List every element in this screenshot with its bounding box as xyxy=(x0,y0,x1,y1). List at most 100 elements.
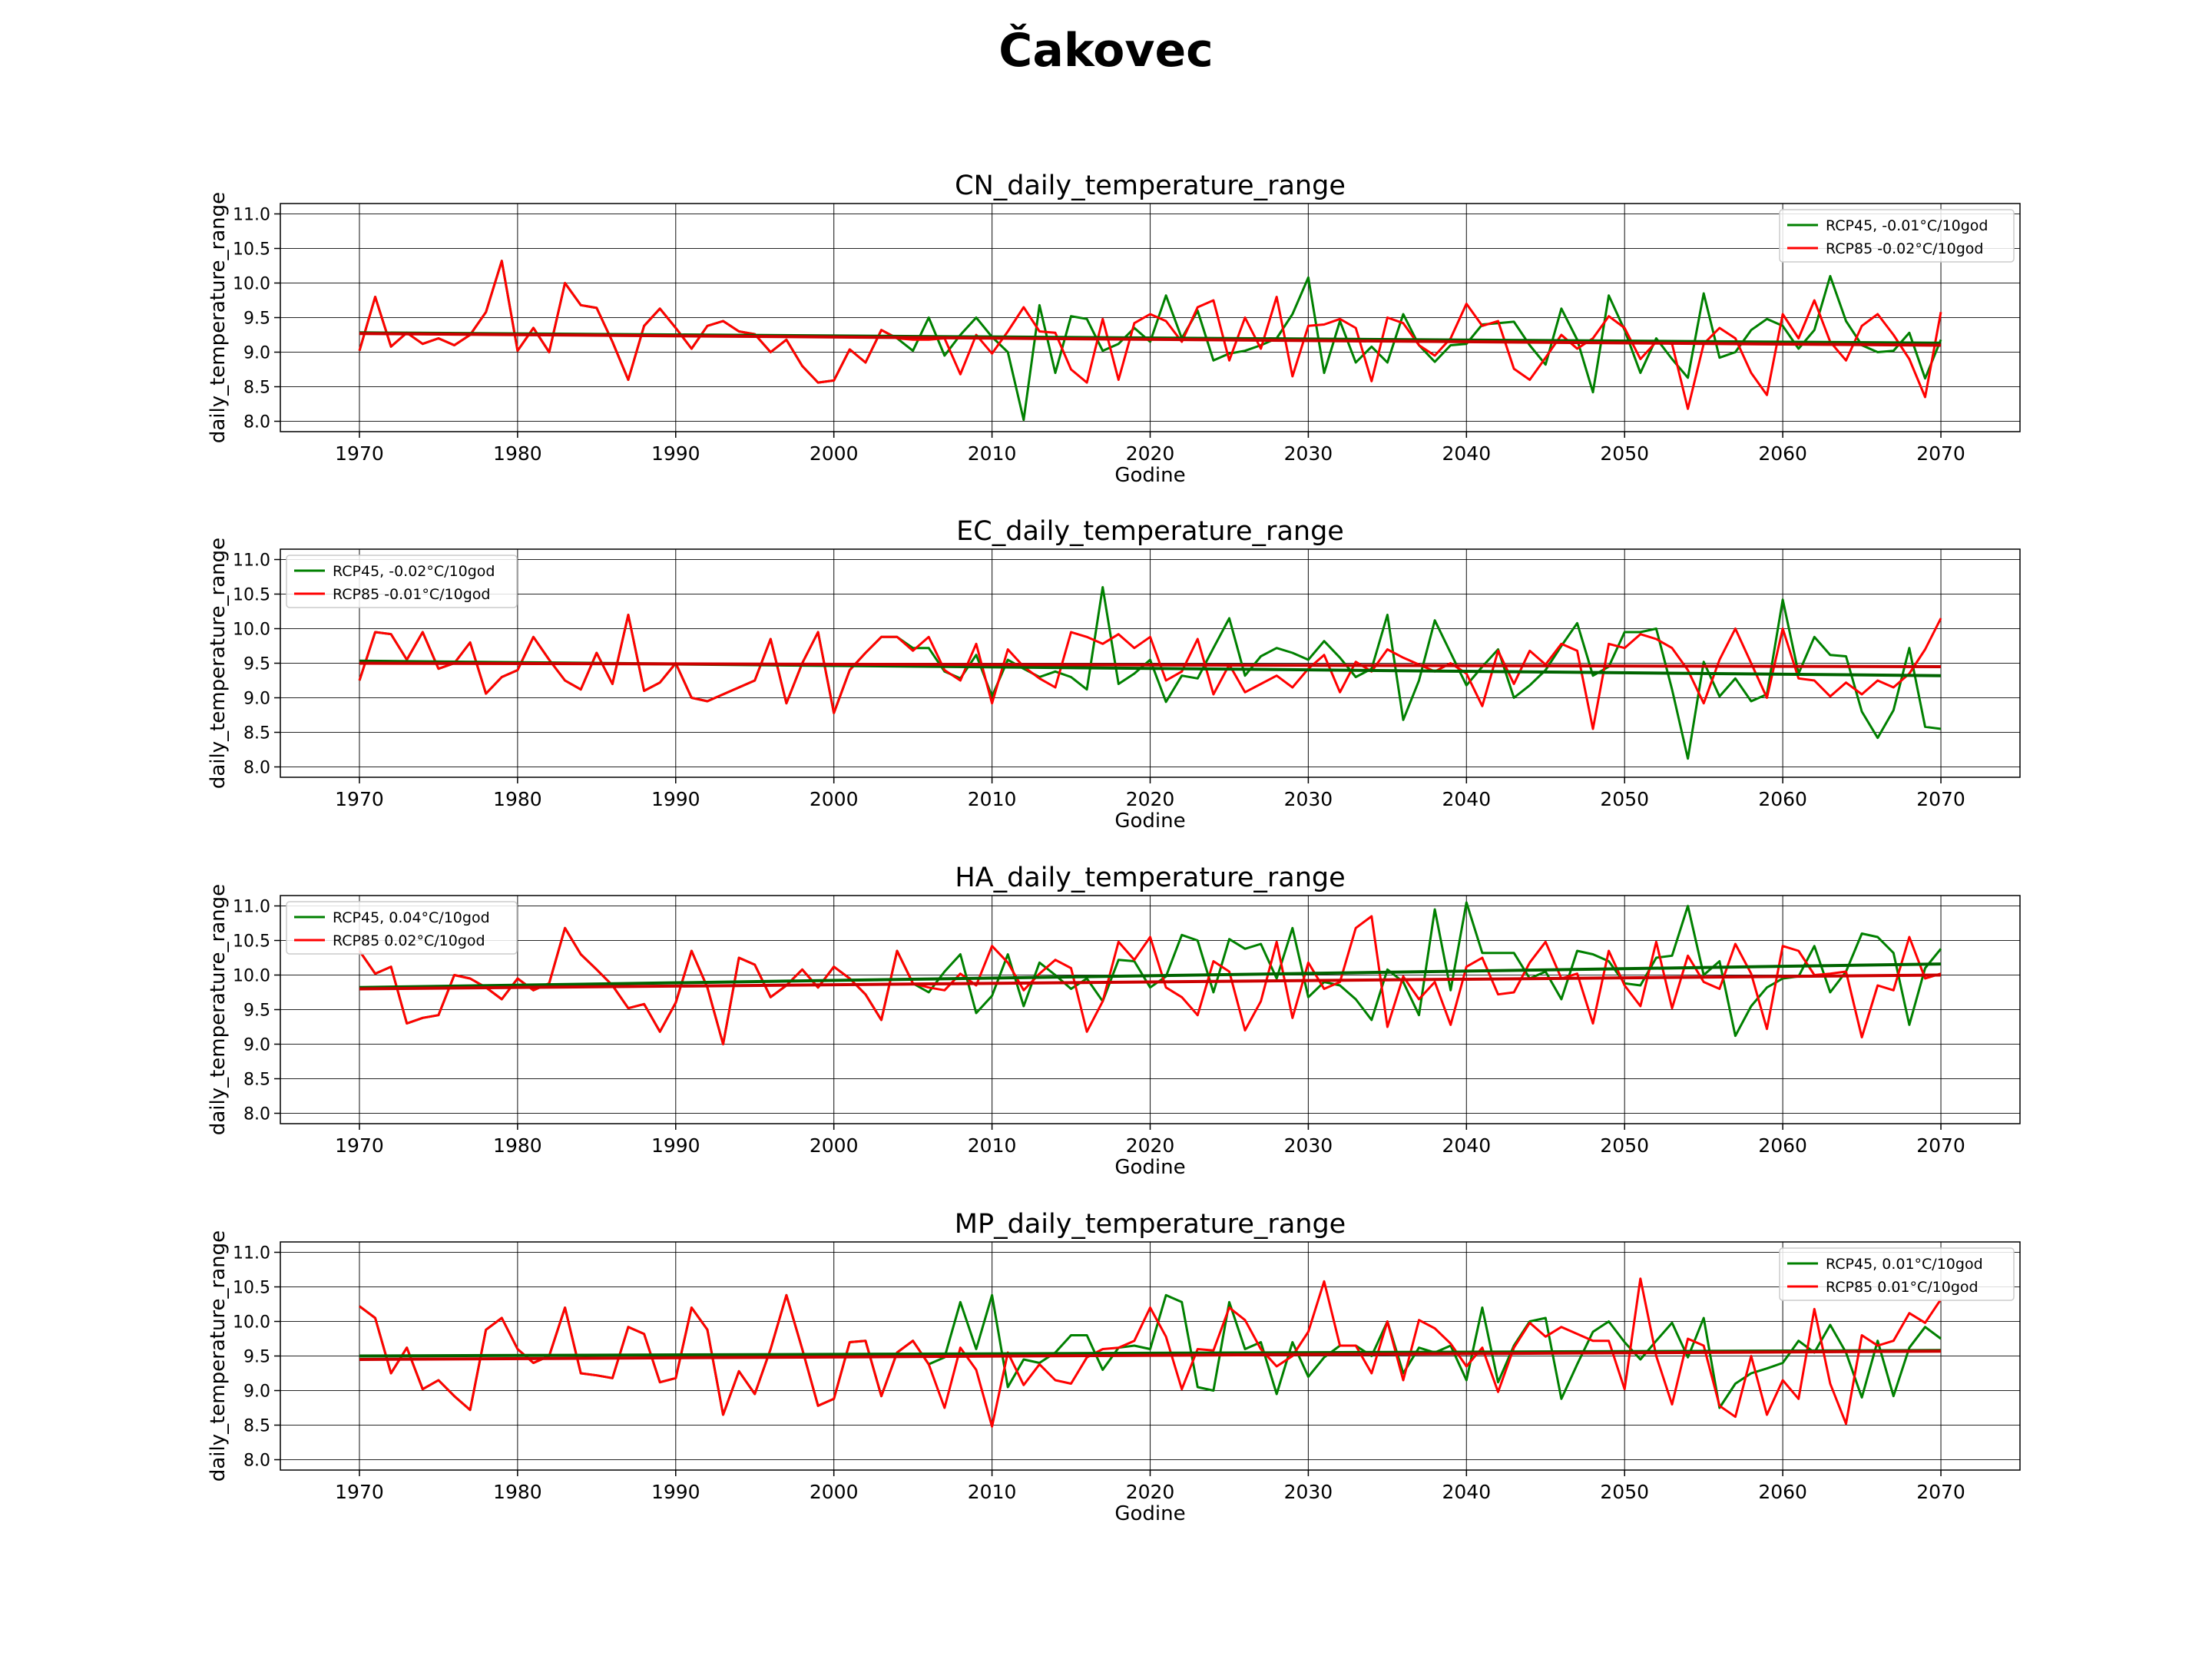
legend-entry: RCP85 0.01°C/10god xyxy=(1826,1279,1979,1296)
y-tick-label: 8.5 xyxy=(243,1417,270,1436)
y-tick-label: 8.0 xyxy=(243,759,270,778)
y-tick-label: 8.0 xyxy=(243,1452,270,1471)
x-tick-label: 2040 xyxy=(1442,442,1492,465)
trend-line-rcp85 xyxy=(359,661,1942,668)
y-tick-label: 9.0 xyxy=(243,1382,270,1402)
y-tick-label: 11.0 xyxy=(233,551,270,571)
y-tick-label: 11.0 xyxy=(233,1244,270,1263)
series-line-rcp85 xyxy=(359,1277,1942,1428)
y-axis-label: daily_temperature_range xyxy=(207,884,230,1135)
x-axis-label: Godine xyxy=(1114,810,1185,833)
x-tick-label: 2070 xyxy=(1916,1481,1965,1503)
x-tick-label: 1970 xyxy=(335,1134,384,1157)
x-tick-label: 2030 xyxy=(1284,442,1333,465)
y-tick-label: 8.0 xyxy=(243,1105,270,1124)
y-tick-label: 9.5 xyxy=(243,1348,270,1367)
x-tick-label: 2010 xyxy=(968,442,1017,465)
x-tick-label: 1990 xyxy=(651,1134,700,1157)
y-tick-label: 9.0 xyxy=(243,690,270,709)
x-tick-label: 2060 xyxy=(1758,1134,1807,1157)
x-tick-label: 2020 xyxy=(1126,1134,1175,1157)
plot-frame xyxy=(280,1241,2021,1471)
x-tick-label: 2060 xyxy=(1758,442,1807,465)
x-axis-label: Godine xyxy=(1114,464,1185,487)
x-tick-label: 1980 xyxy=(493,442,542,465)
x-tick-label: 2000 xyxy=(810,1481,859,1503)
x-tick-label: 2030 xyxy=(1284,1481,1333,1503)
figure-suptitle: Čakovec xyxy=(998,23,1213,78)
legend-entry: RCP85 -0.01°C/10god xyxy=(333,586,490,603)
chart-panel-4: MP_daily_temperature_range 1970 1980 1990 20… xyxy=(207,1209,2021,1525)
chart-title: EC_daily_temperature_range xyxy=(956,516,1344,547)
plot-frame xyxy=(280,548,2021,778)
x-tick-label: 2030 xyxy=(1284,788,1333,810)
x-axis-label: Godine xyxy=(1114,1156,1185,1179)
legend-entry: RCP45, 0.01°C/10god xyxy=(1826,1256,1983,1273)
panels: CN_daily_temperature_range 1970 1980 1990 20… xyxy=(207,171,2021,1525)
y-tick-label: 9.5 xyxy=(243,655,270,674)
x-tick-label: 1980 xyxy=(493,1481,542,1503)
x-tick-label: 1980 xyxy=(493,788,542,810)
x-tick-label: 2020 xyxy=(1126,788,1175,810)
trend-line-rcp45 xyxy=(359,962,1942,989)
y-tick-label: 10.5 xyxy=(233,586,270,605)
x-tick-label: 1970 xyxy=(335,788,384,810)
legend-entry: RCP45, 0.04°C/10god xyxy=(333,909,490,926)
chart-title: HA_daily_temperature_range xyxy=(955,863,1345,893)
chart-panel-2: EC_daily_temperature_range 1970 1980 1990 20… xyxy=(207,516,2021,833)
x-tick-label: 2010 xyxy=(968,1134,1017,1157)
x-tick-label: 2000 xyxy=(810,788,859,810)
y-tick-label: 8.5 xyxy=(243,379,270,398)
plot-frame xyxy=(280,895,2021,1124)
series-line-rcp85 xyxy=(358,260,1942,410)
x-tick-label: 2030 xyxy=(1284,1134,1333,1157)
y-tick-label: 8.5 xyxy=(243,1071,270,1090)
x-tick-label: 2040 xyxy=(1442,1134,1492,1157)
x-tick-label: 2020 xyxy=(1126,442,1175,465)
x-tick-label: 1990 xyxy=(651,1481,700,1503)
y-axis-label: daily_temperature_range xyxy=(207,538,230,789)
chart-panel-3: HA_daily_temperature_range 1970 1980 1990 20… xyxy=(207,863,2021,1179)
x-tick-label: 1980 xyxy=(493,1134,542,1157)
legend-entry: RCP45, -0.01°C/10god xyxy=(1826,217,1988,234)
legend: RCP45, 0.01°C/10god RCP85 0.01°C/10god xyxy=(1779,1247,2015,1301)
legend-box xyxy=(286,901,518,955)
y-tick-label: 10.0 xyxy=(233,275,270,294)
legend-entry: RCP45, -0.02°C/10god xyxy=(333,563,495,580)
x-axis-label: Godine xyxy=(1114,1502,1185,1525)
legend-box xyxy=(286,555,518,608)
x-tick-label: 1970 xyxy=(335,1481,384,1503)
x-tick-label: 2070 xyxy=(1916,1134,1965,1157)
trend-line-rcp85 xyxy=(359,1349,1942,1361)
chart-panel-1: CN_daily_temperature_range 1970 1980 1990 20… xyxy=(207,171,2021,487)
y-axis-label: daily_temperature_range xyxy=(207,192,230,443)
chart-title: MP_daily_temperature_range xyxy=(955,1209,1346,1240)
x-tick-label: 2000 xyxy=(810,442,859,465)
x-tick-label: 1970 xyxy=(335,442,384,465)
y-tick-label: 9.0 xyxy=(243,1036,270,1055)
x-tick-label: 2000 xyxy=(810,1134,859,1157)
y-tick-label: 10.5 xyxy=(233,240,270,260)
x-tick-label: 1990 xyxy=(651,788,700,810)
legend: RCP45, 0.04°C/10god RCP85 0.02°C/10god xyxy=(286,901,518,955)
trend-line-rcp85 xyxy=(359,973,1942,991)
series-line-rcp85 xyxy=(358,915,1942,1045)
legend-entry: RCP85 -0.02°C/10god xyxy=(1826,240,1983,257)
x-tick-label: 2070 xyxy=(1916,788,1965,810)
x-tick-label: 2040 xyxy=(1442,788,1492,810)
x-tick-label: 2050 xyxy=(1600,1481,1649,1503)
chart-title: CN_daily_temperature_range xyxy=(955,171,1346,201)
plot-frame xyxy=(280,203,2021,432)
legend-box xyxy=(1779,1247,2015,1301)
x-tick-label: 2060 xyxy=(1758,788,1807,810)
x-tick-label: 2070 xyxy=(1916,442,1965,465)
x-tick-label: 2010 xyxy=(968,788,1017,810)
y-tick-label: 10.5 xyxy=(233,1279,270,1298)
y-tick-label: 9.5 xyxy=(243,310,270,329)
y-tick-label: 10.5 xyxy=(233,932,270,952)
legend: RCP45, -0.02°C/10god RCP85 -0.01°C/10god xyxy=(286,555,518,608)
x-tick-label: 2050 xyxy=(1600,442,1649,465)
trend-line-rcp85 xyxy=(359,332,1942,347)
x-tick-label: 2010 xyxy=(968,1481,1017,1503)
y-tick-label: 10.0 xyxy=(233,967,270,986)
